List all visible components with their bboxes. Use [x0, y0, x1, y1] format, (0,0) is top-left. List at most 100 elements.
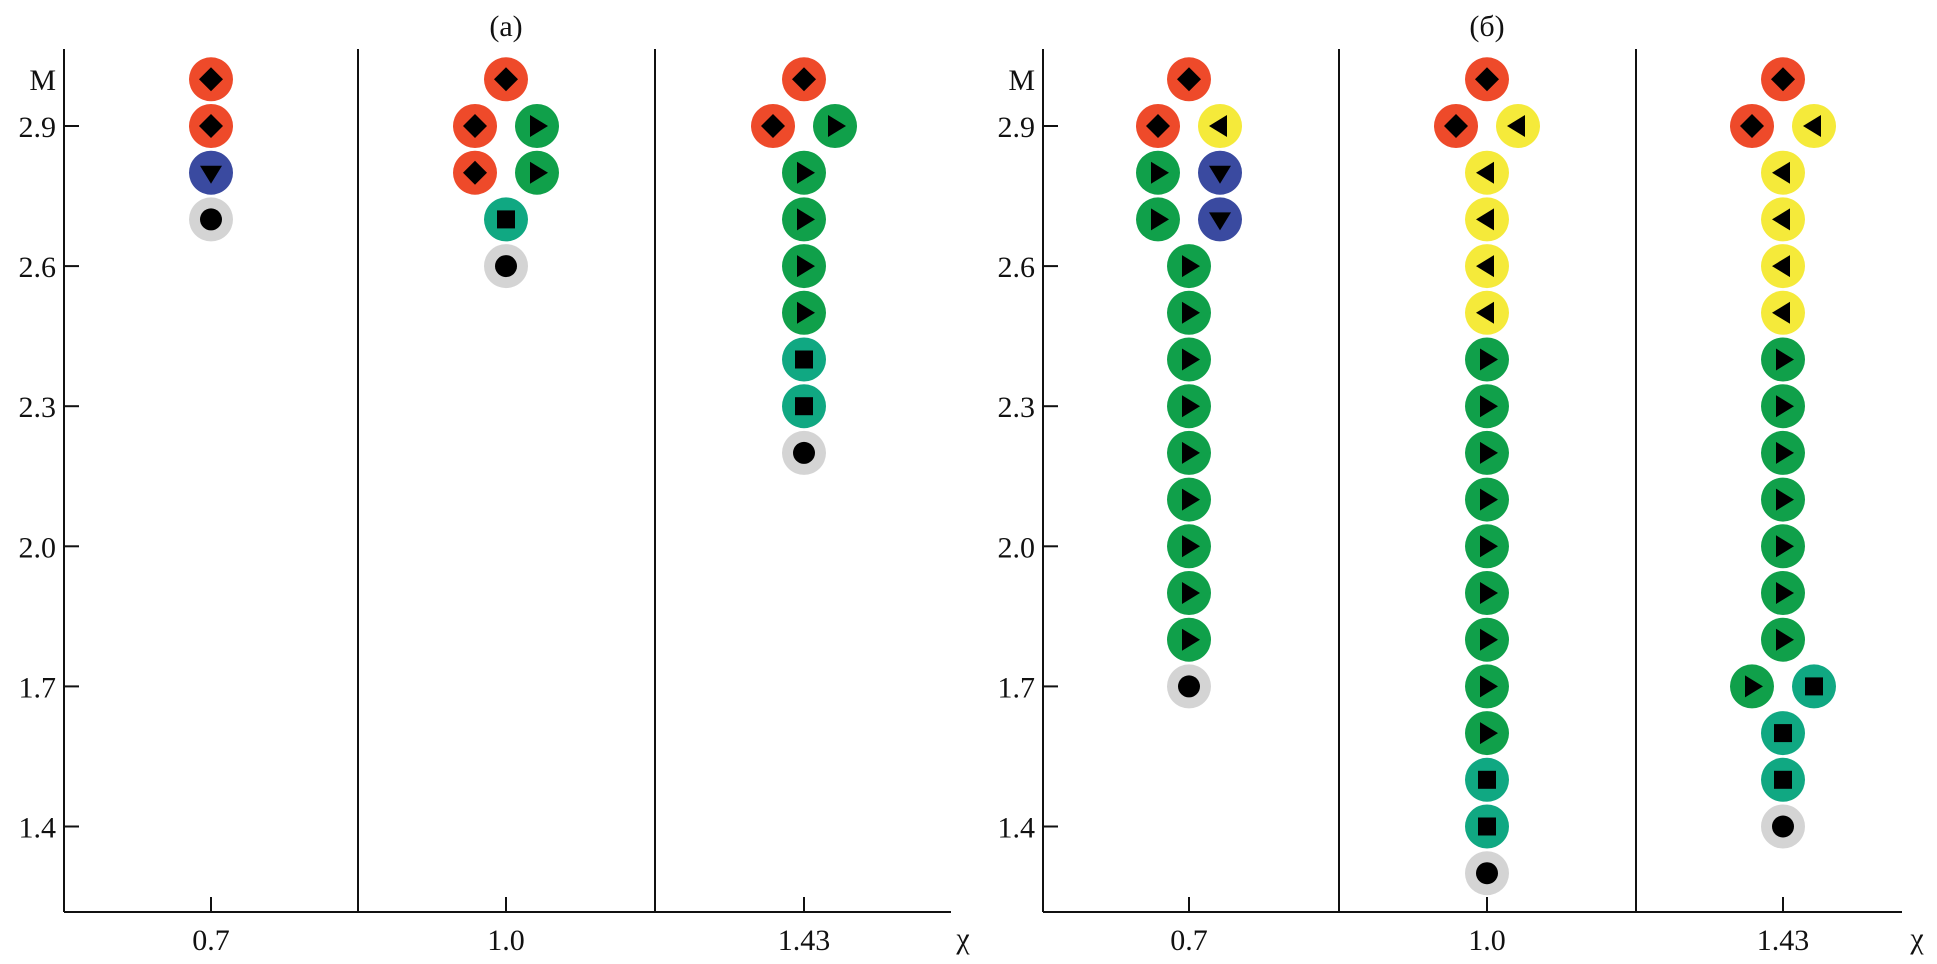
dot-glyph: [200, 208, 222, 231]
panel-a: (a) Mχ 2.9 2.6 2.3 2.0 1.7 1.4 0.7 1.0 1.43: [19, 10, 971, 957]
down-triangle-glyph: [1209, 212, 1231, 231]
square-glyph: [1478, 770, 1496, 789]
x-tick-label: 1.0: [1468, 924, 1506, 957]
right-triangle-glyph: [1182, 395, 1200, 418]
data-point-gray-circle: [1167, 664, 1211, 709]
data-point-teal-square: [1761, 757, 1805, 802]
data-point-blue-down-triangle: [189, 150, 233, 195]
right-triangle-glyph: [828, 115, 846, 137]
y-tick-label: 1.4: [19, 812, 57, 845]
diamond-glyph: [199, 114, 223, 138]
data-point-gray-circle: [484, 244, 528, 289]
right-triangle-glyph: [1776, 395, 1794, 418]
data-point-green-right-triangle: [782, 244, 826, 289]
right-triangle-glyph: [797, 208, 815, 231]
data-point-green-right-triangle: [1167, 477, 1211, 522]
data-point-red-diamond: [189, 104, 233, 148]
right-triangle-glyph: [1480, 722, 1498, 745]
right-triangle-glyph: [1182, 348, 1200, 371]
dot-glyph: [1476, 862, 1498, 885]
diamond-glyph: [494, 67, 518, 92]
data-point-green-right-triangle: [1465, 524, 1509, 569]
y-tick-label: 2.0: [998, 531, 1036, 564]
diamond-glyph: [463, 114, 487, 138]
diamond-glyph: [761, 114, 785, 138]
panel-b: (б) Mχ 2.9 2.6 2.3 2.0 1.7 1.4 0.7 1.0 1.43: [998, 10, 1925, 957]
diamond-glyph: [463, 160, 487, 185]
data-point-red-diamond: [484, 57, 528, 102]
diamond-glyph: [1740, 114, 1764, 138]
data-point-green-right-triangle: [1167, 290, 1211, 335]
data-point-green-right-triangle: [813, 104, 857, 148]
right-triangle-glyph: [1776, 348, 1794, 371]
square-glyph: [1805, 677, 1823, 696]
y-tick-label: 2.6: [998, 251, 1036, 284]
data-point-green-right-triangle: [1167, 524, 1211, 569]
panel-title: (a): [489, 10, 522, 43]
x-tick-label: 1.43: [1757, 924, 1810, 957]
left-triangle-glyph: [1772, 208, 1790, 231]
left-triangle-glyph: [1476, 161, 1494, 184]
panel-title: (б): [1469, 10, 1504, 43]
left-triangle-glyph: [1772, 301, 1790, 324]
right-triangle-glyph: [1480, 441, 1498, 464]
diamond-glyph: [792, 67, 816, 92]
data-point-teal-square: [782, 384, 826, 429]
data-point-green-right-triangle: [1465, 337, 1509, 382]
right-triangle-glyph: [1480, 395, 1498, 418]
left-triangle-glyph: [1476, 301, 1494, 324]
data-point-green-right-triangle: [782, 197, 826, 242]
right-triangle-glyph: [797, 301, 815, 324]
data-point-gray-circle: [1761, 804, 1805, 849]
data-point-green-right-triangle: [515, 150, 559, 195]
data-point-red-diamond: [1434, 104, 1478, 148]
data-point-yellow-left-triangle: [1198, 104, 1242, 148]
data-point-gray-circle: [189, 197, 233, 242]
y-tick-label: 1.4: [998, 812, 1036, 845]
right-triangle-glyph: [1182, 255, 1200, 278]
diamond-glyph: [1146, 114, 1170, 138]
y-tick-label: 1.7: [998, 671, 1036, 704]
dot-glyph: [495, 255, 517, 278]
data-point-green-right-triangle: [1167, 384, 1211, 429]
data-point-red-diamond: [782, 57, 826, 102]
data-point-green-right-triangle: [1761, 524, 1805, 569]
data-point-red-diamond: [453, 150, 497, 195]
data-point-green-right-triangle: [1761, 430, 1805, 475]
data-point-red-diamond: [1730, 104, 1774, 148]
square-glyph: [795, 350, 813, 369]
data-point-teal-square: [782, 337, 826, 382]
right-triangle-glyph: [1776, 488, 1794, 511]
data-point-yellow-left-triangle: [1792, 104, 1836, 148]
y-tick-label: 2.0: [19, 531, 57, 564]
left-triangle-glyph: [1476, 255, 1494, 278]
right-triangle-glyph: [1480, 675, 1498, 698]
right-triangle-glyph: [530, 115, 548, 137]
y-axis-label: M: [1008, 64, 1035, 97]
y-tick-label: 2.3: [19, 391, 57, 424]
data-point-green-right-triangle: [1136, 150, 1180, 195]
data-point-green-right-triangle: [1761, 337, 1805, 382]
data-point-yellow-left-triangle: [1465, 290, 1509, 335]
x-tick-label: 1.0: [487, 924, 525, 957]
dot-glyph: [793, 441, 815, 464]
dot-glyph: [1772, 815, 1794, 838]
data-point-yellow-left-triangle: [1761, 244, 1805, 289]
data-point-teal-square: [1761, 711, 1805, 756]
data-point-yellow-left-triangle: [1761, 290, 1805, 335]
left-triangle-glyph: [1476, 208, 1494, 231]
left-triangle-glyph: [1772, 255, 1790, 278]
square-glyph: [1774, 770, 1792, 789]
data-point-red-diamond: [1167, 57, 1211, 102]
right-triangle-glyph: [1182, 441, 1200, 464]
data-point-green-right-triangle: [1167, 430, 1211, 475]
data-point-green-right-triangle: [1761, 617, 1805, 662]
data-point-green-right-triangle: [1761, 477, 1805, 522]
data-point-blue-down-triangle: [1198, 197, 1242, 242]
data-point-green-right-triangle: [1465, 477, 1509, 522]
right-triangle-glyph: [1480, 535, 1498, 558]
data-point-green-right-triangle: [1761, 384, 1805, 429]
data-point-green-right-triangle: [782, 150, 826, 195]
data-point-green-right-triangle: [1465, 384, 1509, 429]
